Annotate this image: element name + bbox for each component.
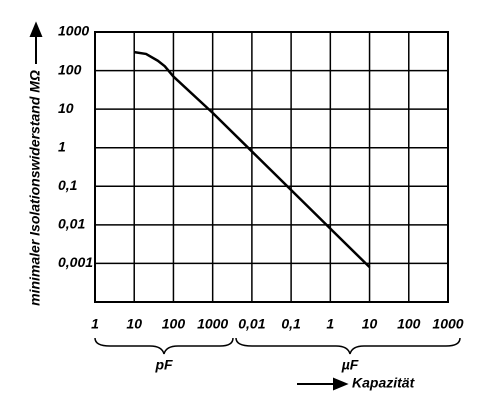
y-tick-label: 100 — [58, 61, 82, 77]
x-tick-label: 10 — [126, 316, 142, 332]
x-tick-label: 1 — [326, 316, 334, 332]
x-tick-label: 100 — [397, 316, 421, 332]
group-label: pF — [154, 357, 173, 373]
x-tick-label: 100 — [162, 316, 186, 332]
y-tick-label: 0,001 — [58, 254, 93, 270]
y-axis-label: minimaler Isolationswiderstand MΩ — [27, 70, 43, 306]
x-tick-label: 10 — [362, 316, 378, 332]
x-arrow — [297, 377, 349, 391]
uf-brace — [235, 337, 461, 355]
group-label: µF — [341, 357, 359, 373]
y-tick-label: 0,01 — [58, 216, 85, 232]
y-arrow — [29, 21, 43, 64]
plot-frame — [94, 31, 449, 303]
data-line — [134, 50, 371, 269]
x-tick-label: 1000 — [432, 316, 463, 332]
y-tick-label: 1 — [58, 138, 66, 154]
x-tick-label: 1000 — [197, 316, 228, 332]
y-tick-label: 0,1 — [58, 177, 78, 193]
y-tick-label: 10 — [58, 100, 74, 116]
pf-brace — [94, 337, 234, 355]
x-tick-label: 0,01 — [238, 316, 265, 332]
y-tick-label: 1000 — [58, 23, 89, 39]
x-tick-label: 0,1 — [281, 316, 301, 332]
x-tick-label: 1 — [91, 316, 99, 332]
x-axis-label: Kapazität — [352, 375, 416, 391]
